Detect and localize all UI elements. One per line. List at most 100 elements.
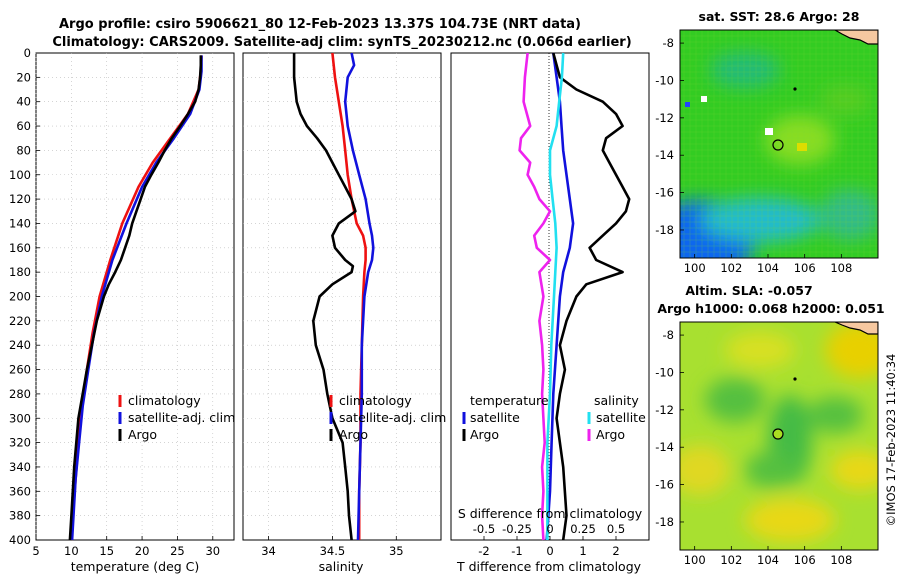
x-tick-label: 30 xyxy=(205,544,220,558)
legend-argo: Argo xyxy=(339,427,368,442)
sst-map-ticks: 100 102 104 106 108 -8 -10 -12 -14 -16 -18 xyxy=(655,36,852,275)
temperature-x-ticks: 5 10 15 20 25 30 xyxy=(32,536,220,558)
legend-satellite-adj: satellite-adj. clim xyxy=(128,410,235,425)
map-y-tick-label: -14 xyxy=(655,440,674,454)
map-y-tick-label: -18 xyxy=(655,515,674,529)
legend-s-argo: Argo xyxy=(596,427,625,442)
legend-satellite-adj: satellite-adj. clim xyxy=(339,410,446,425)
difference-lines xyxy=(518,52,631,541)
x-tick-label: 1 xyxy=(579,544,586,558)
s-tick-label: -0.25 xyxy=(502,522,532,536)
salinity-legend: climatology satellite-adj. clim Argo xyxy=(329,393,446,442)
difference-legend: temperature satellite Argo salinity sate… xyxy=(462,393,646,442)
map-y-tick-label: -16 xyxy=(655,186,674,200)
sla-map-panel: Altim. SLA: -0.057 Argo h1000: 0.068 h20… xyxy=(655,283,884,567)
sst-island xyxy=(793,87,797,91)
y-tick-label: 300 xyxy=(9,411,31,425)
map-y-tick-label: -10 xyxy=(655,73,674,87)
temperature-xlabel: temperature (deg C) xyxy=(71,559,200,574)
legend-t-argo: Argo xyxy=(470,427,499,442)
s-tick-label: 0 xyxy=(546,522,553,536)
x-tick-label: 34.5 xyxy=(320,544,346,558)
x-tick-label: 5 xyxy=(32,544,39,558)
s-difference-xlabel: S difference from climatology xyxy=(458,506,643,521)
legend-salinity-header: salinity xyxy=(594,393,639,408)
salinity-panel: 34 34.5 35 salinity climatology satellite-… xyxy=(242,52,446,574)
x-tick-label: 2 xyxy=(612,544,619,558)
y-tick-label: 320 xyxy=(9,436,31,450)
y-tick-label: 40 xyxy=(16,95,31,109)
sla-low-blob xyxy=(807,397,863,433)
sst-missing-pixel xyxy=(685,102,690,107)
temperature-grid xyxy=(35,53,234,540)
legend-climatology: climatology xyxy=(339,393,412,408)
map-x-tick-label: 102 xyxy=(720,553,742,567)
sla-low-blob xyxy=(745,452,795,488)
s-difference-ticks: -0.5 -0.25 0 0.25 0.5 xyxy=(473,522,625,536)
sst-land xyxy=(833,30,878,45)
y-tick-label: 100 xyxy=(9,168,31,182)
t-difference-xlabel: T difference from climatology xyxy=(456,559,642,574)
sla-high-blob xyxy=(830,450,878,490)
map-y-tick-label: -8 xyxy=(663,328,674,342)
sla-map-frame xyxy=(679,321,879,551)
map-x-tick-label: 104 xyxy=(757,553,779,567)
legend-argo: Argo xyxy=(128,427,157,442)
sla-high-blob xyxy=(725,332,795,368)
salinity-x-ticks: 34 34.5 35 xyxy=(261,536,404,558)
sla-island xyxy=(793,377,797,381)
temperature-legend: climatology satellite-adj. clim Argo xyxy=(118,393,235,442)
figure-title-line2: Climatology: CARS2009. Satellite-adj cli… xyxy=(52,35,631,50)
sla-low-blob xyxy=(705,378,765,422)
sla-high-blob xyxy=(825,322,878,378)
series-line-satellite-adj-clim xyxy=(70,55,203,541)
sla-map-title-line1: Altim. SLA: -0.057 xyxy=(685,283,812,298)
s-tick-label: -0.5 xyxy=(473,522,495,536)
map-x-tick-label: 106 xyxy=(794,261,816,275)
y-tick-label: 380 xyxy=(9,509,31,523)
y-tick-label: 200 xyxy=(9,290,31,304)
difference-panel: -2 -1 0 1 2 S difference from climatology -0… xyxy=(450,52,650,574)
temperature-lines xyxy=(68,55,203,541)
sla-map-image xyxy=(680,322,878,550)
x-tick-label: 20 xyxy=(135,544,150,558)
x-tick-label: -2 xyxy=(478,544,489,558)
map-x-tick-label: 106 xyxy=(794,553,816,567)
y-tick-label: 80 xyxy=(16,143,31,157)
x-tick-label: 15 xyxy=(99,544,114,558)
sst-map-frame xyxy=(679,29,879,259)
series-line-satellite-adj-clim xyxy=(343,52,375,541)
legend-t-satellite: satellite xyxy=(470,410,520,425)
map-y-tick-label: -12 xyxy=(655,403,674,417)
s-tick-label: 0.25 xyxy=(570,522,596,536)
x-tick-label: 35 xyxy=(389,544,404,558)
series-line-t-argo xyxy=(552,52,631,541)
series-line-s-satellite xyxy=(546,52,565,540)
sst-missing-pixel xyxy=(701,96,707,102)
sla-float-marker xyxy=(772,428,784,440)
x-tick-label: 25 xyxy=(170,544,185,558)
sst-missing-pixel xyxy=(765,128,773,135)
legend-temperature-header: temperature xyxy=(470,393,549,408)
y-tick-label: 400 xyxy=(9,533,31,547)
map-y-tick-label: -8 xyxy=(663,36,674,50)
x-tick-label: 0 xyxy=(546,544,553,558)
map-y-tick-label: -18 xyxy=(655,223,674,237)
temperature-y-ticks: 0 20 40 60 80 100 120 140 160 180 200 220 240 260 280 3… xyxy=(9,46,40,547)
sla-land xyxy=(834,322,878,335)
y-tick-label: 120 xyxy=(9,192,31,206)
y-tick-label: 160 xyxy=(9,241,31,255)
map-y-tick-label: -14 xyxy=(655,148,674,162)
map-x-tick-label: 102 xyxy=(720,261,742,275)
legend-climatology: climatology xyxy=(128,393,201,408)
y-tick-label: 240 xyxy=(9,338,31,352)
figure-title-line1: Argo profile: csiro 5906621_80 12-Feb-20… xyxy=(59,17,581,32)
y-tick-label: 260 xyxy=(9,363,31,377)
y-tick-label: 340 xyxy=(9,460,31,474)
sst-map-image xyxy=(680,30,878,258)
y-tick-label: 140 xyxy=(9,216,31,230)
y-tick-label: 0 xyxy=(24,46,31,60)
series-line-t-satellite xyxy=(545,52,575,541)
sst-map-panel: sat. SST: 28.6 Argo: 28 100 102 104 106 108 -… xyxy=(655,9,879,275)
